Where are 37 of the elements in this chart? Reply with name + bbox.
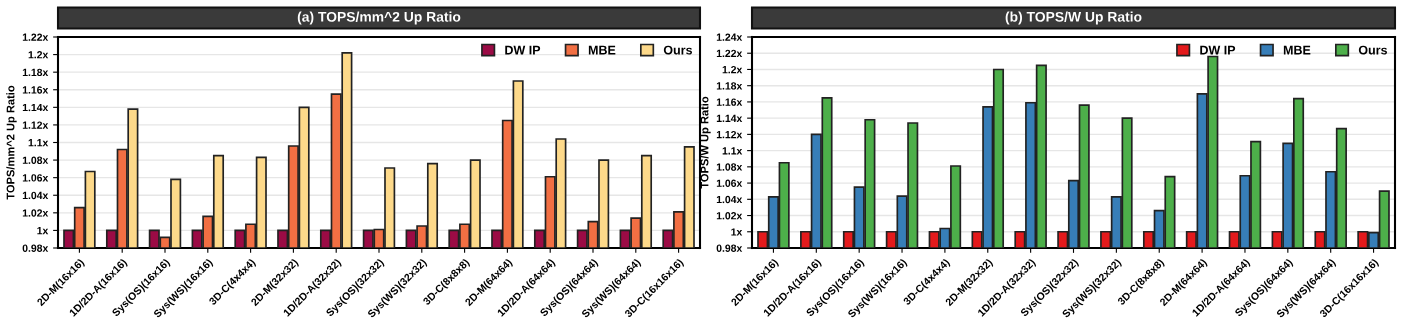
y-tick-label: 1.14x (22, 103, 49, 112)
y-tick-label: 1.14x (716, 114, 743, 122)
legend-label: DW IP (1200, 45, 1236, 55)
chart-title: (a) TOPS/mm^2 Up Ratio (297, 11, 461, 25)
y-tick-label: 1.24x (716, 33, 743, 41)
y-tick-label: 1.08x (22, 156, 49, 164)
y-tick-label: 1.04x (716, 195, 743, 204)
legend-label: MBE (588, 45, 616, 55)
chart-title: (b) TOPS/W Up Ratio (1005, 11, 1142, 25)
y-tick-label: 1x (731, 228, 743, 236)
y-tick-label: 1.04x (22, 191, 49, 200)
y-tick-label: 1.16x (22, 86, 49, 94)
y-axis-title: TOPS/W Up Ratio (700, 96, 711, 189)
y-tick-label: 1.2x (722, 65, 743, 74)
y-tick-label: 1.2x (28, 51, 49, 59)
y-tick-label: 1.06x (716, 179, 743, 187)
y-tick-label: 0.98x (22, 244, 49, 252)
y-tick-label: 1.12x (716, 130, 743, 139)
legend-label: Ours (663, 45, 692, 55)
legend-label: MBE (1283, 45, 1311, 55)
y-tick-label: 1.02x (716, 212, 743, 220)
legend-label: DW IP (505, 45, 541, 55)
y-tick-label: 1.18x (716, 82, 743, 90)
y-tick-label: 1.1x (28, 139, 49, 147)
legend-label: Ours (1358, 45, 1387, 55)
y-tick-label: 1.18x (22, 68, 49, 77)
y-tick-label: 1x (37, 227, 49, 235)
y-tick-label: 1.12x (22, 121, 49, 129)
y-tick-label: 1.08x (716, 163, 743, 171)
y-axis-title: TOPS/mm^2 Up Ratio (6, 85, 17, 200)
y-tick-label: 1.16x (716, 98, 743, 106)
y-tick-label: 1.06x (22, 174, 49, 182)
y-tick-label: 0.98x (716, 244, 743, 252)
y-tick-label: 1.22x (716, 49, 743, 58)
y-tick-label: 1.22x (22, 33, 49, 41)
y-tick-label: 1.02x (22, 209, 49, 217)
y-tick-label: 1.1x (722, 147, 743, 155)
